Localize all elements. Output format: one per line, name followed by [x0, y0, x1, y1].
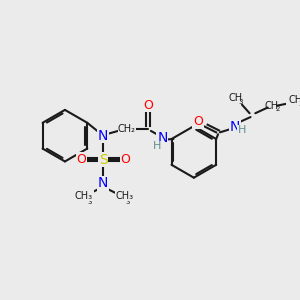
Text: H: H — [238, 125, 246, 135]
Text: N: N — [157, 130, 167, 145]
Text: O: O — [76, 153, 86, 166]
Text: 3: 3 — [239, 99, 243, 105]
Text: O: O — [193, 115, 203, 128]
Text: CH₂: CH₂ — [118, 124, 136, 134]
Text: S: S — [99, 152, 107, 167]
Text: 3: 3 — [88, 199, 92, 205]
Text: CH: CH — [288, 95, 300, 105]
Text: CH₃: CH₃ — [75, 191, 93, 201]
Text: CH: CH — [115, 193, 129, 203]
Text: N: N — [230, 120, 241, 134]
Text: CH: CH — [265, 100, 279, 111]
Text: 3: 3 — [126, 199, 130, 205]
Text: CH₃: CH₃ — [115, 191, 133, 201]
Text: H: H — [238, 125, 246, 135]
Text: H: H — [152, 141, 161, 151]
Text: H: H — [152, 141, 161, 151]
Text: CH: CH — [228, 93, 242, 103]
Text: O: O — [120, 153, 130, 166]
Text: N: N — [98, 129, 108, 143]
Text: O: O — [143, 99, 153, 112]
Text: S: S — [99, 152, 107, 167]
Text: 2: 2 — [275, 106, 280, 112]
Text: N: N — [158, 131, 167, 144]
Text: N: N — [98, 129, 108, 143]
Text: N: N — [231, 120, 240, 133]
Text: N: N — [98, 176, 108, 190]
Text: 3: 3 — [299, 101, 300, 107]
Text: O: O — [120, 153, 130, 166]
Text: O: O — [76, 153, 86, 166]
Text: O: O — [193, 115, 203, 128]
Text: O: O — [143, 99, 153, 112]
Text: CH: CH — [77, 193, 91, 203]
Text: N: N — [98, 176, 108, 190]
